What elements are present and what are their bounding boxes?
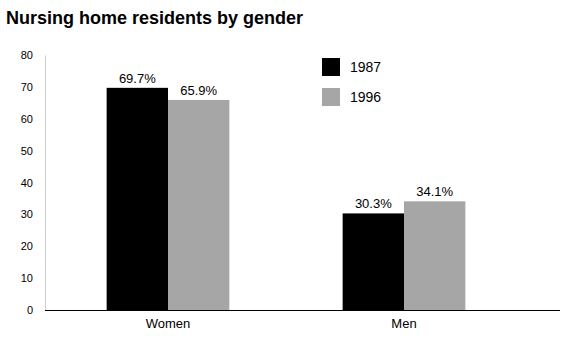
y-tick: 10 [21, 272, 45, 284]
x-tick-label: Men [391, 316, 416, 331]
y-tick: 50 [21, 145, 45, 157]
data-label: 34.1% [416, 184, 453, 199]
bar [168, 100, 229, 310]
y-tick-label: 0 [27, 304, 33, 316]
chart: Nursing home residents by gender 0 10 20 30 4… [0, 0, 580, 352]
x-axis-line [45, 310, 560, 311]
y-tick-label: 50 [21, 145, 33, 157]
x-tick: Women [146, 310, 191, 331]
y-tick: 20 [21, 240, 45, 252]
data-labels: 69.7% 30.3% 65.9% 34.1% [119, 71, 454, 212]
y-tick-label: 20 [21, 240, 33, 252]
y-tick-label: 80 [21, 49, 33, 61]
bars [107, 88, 466, 310]
bar [107, 88, 168, 310]
legend: 1987 1996 [322, 58, 381, 106]
legend-label: 1996 [350, 89, 381, 105]
data-label: 69.7% [119, 71, 156, 86]
bar [343, 213, 404, 310]
y-tick-label: 70 [21, 81, 33, 93]
y-axis-line [45, 56, 46, 311]
y-axis: 0 10 20 30 40 50 60 70 80 [21, 49, 46, 316]
legend-swatch [322, 88, 340, 106]
x-tick-label: Women [146, 316, 191, 331]
y-tick-label: 60 [21, 113, 33, 125]
y-tick: 70 [21, 81, 45, 93]
legend-label: 1987 [350, 59, 381, 75]
y-tick: 60 [21, 113, 45, 125]
x-axis: Women Men [45, 310, 560, 331]
y-tick-label: 30 [21, 208, 33, 220]
legend-swatch [322, 58, 340, 76]
legend-item: 1987 [322, 58, 381, 76]
title: Nursing home residents by gender [6, 8, 303, 28]
x-tick: Men [391, 310, 416, 331]
data-label: 30.3% [355, 196, 392, 211]
y-tick: 30 [21, 208, 45, 220]
y-tick: 40 [21, 177, 45, 189]
legend-item: 1996 [322, 88, 381, 106]
y-tick-label: 40 [21, 177, 33, 189]
data-label: 65.9% [180, 83, 217, 98]
bar [404, 201, 465, 310]
y-tick-label: 10 [21, 272, 33, 284]
y-tick: 80 [21, 49, 45, 61]
y-tick: 0 [27, 304, 45, 316]
